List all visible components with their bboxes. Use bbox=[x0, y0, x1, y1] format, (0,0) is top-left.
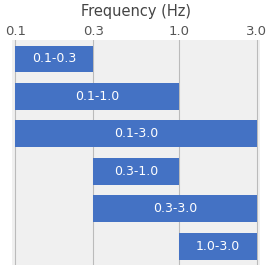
Bar bbox=[179, 233, 257, 260]
Bar bbox=[15, 45, 93, 72]
Text: 1.0-3.0: 1.0-3.0 bbox=[196, 240, 240, 253]
Bar bbox=[93, 158, 179, 185]
Bar bbox=[93, 195, 257, 222]
Text: 0.3-3.0: 0.3-3.0 bbox=[153, 202, 197, 215]
Title: Frequency (Hz): Frequency (Hz) bbox=[81, 4, 191, 19]
Text: 0.1-1.0: 0.1-1.0 bbox=[75, 90, 119, 103]
Text: 0.1-3.0: 0.1-3.0 bbox=[114, 127, 158, 140]
Text: 0.1-0.3: 0.1-0.3 bbox=[32, 52, 76, 65]
Bar bbox=[15, 83, 179, 110]
Bar bbox=[15, 120, 257, 147]
Text: 0.3-1.0: 0.3-1.0 bbox=[114, 165, 158, 178]
